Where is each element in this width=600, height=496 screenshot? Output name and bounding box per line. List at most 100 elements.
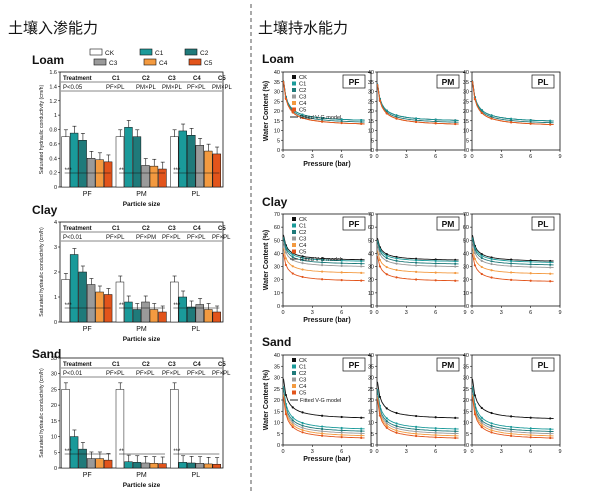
point-c3 bbox=[360, 432, 363, 435]
y-tick-label: 30 bbox=[368, 90, 374, 96]
point-c1 bbox=[415, 117, 418, 120]
point-c1 bbox=[434, 427, 437, 430]
sig-marker: *** bbox=[65, 168, 73, 174]
y-tick-label: 30 bbox=[463, 376, 469, 382]
point-c5 bbox=[473, 413, 477, 416]
point-c5 bbox=[340, 279, 343, 282]
point-c5 bbox=[321, 278, 324, 281]
point-c2 bbox=[549, 263, 552, 266]
table-header-cell: C4 bbox=[193, 226, 201, 232]
table-header-cell: C3 bbox=[168, 76, 176, 82]
point-c3 bbox=[480, 259, 483, 262]
y-tick-label: 10 bbox=[274, 291, 280, 297]
bar-pf-c5 bbox=[103, 161, 113, 188]
y-axis-label: Water Content (%) bbox=[263, 230, 270, 290]
x-tick-label: 9 bbox=[369, 310, 372, 316]
table-effect-cell: PM×PL bbox=[212, 85, 233, 91]
table-effect-cell: PF×PL bbox=[187, 85, 206, 91]
point-c2 bbox=[490, 115, 493, 119]
y-axis-label: Saturated hydraulic conductivity (cm/h) bbox=[39, 227, 45, 317]
point-c1 bbox=[434, 118, 437, 121]
point-c4 bbox=[490, 269, 493, 272]
curve-ck bbox=[283, 378, 365, 419]
point-c5 bbox=[549, 123, 552, 126]
point-c3 bbox=[480, 421, 483, 424]
y-tick-label: 35 bbox=[463, 364, 469, 370]
y-tick-label: 10 bbox=[274, 129, 280, 135]
point-c4 bbox=[529, 272, 532, 275]
x-group-label: PM bbox=[136, 326, 147, 333]
point-c1 bbox=[454, 260, 457, 263]
y-tick-label: 0 bbox=[277, 304, 280, 310]
point-c1 bbox=[395, 257, 398, 260]
x-tick-label: 3 bbox=[500, 154, 503, 160]
point-c1 bbox=[510, 259, 513, 263]
y-tick-label: 25 bbox=[368, 387, 374, 393]
point-c4 bbox=[321, 432, 324, 435]
point-c5 bbox=[529, 436, 532, 439]
point-c2 bbox=[291, 255, 294, 259]
point-c2 bbox=[301, 115, 304, 118]
point-c5 bbox=[395, 431, 398, 434]
legend-marker-c5 bbox=[292, 390, 296, 395]
y-tick-label: 15 bbox=[463, 119, 469, 125]
y-tick-label: 70 bbox=[368, 212, 374, 218]
point-c2 bbox=[360, 262, 363, 265]
point-c4 bbox=[321, 270, 324, 273]
point-c5 bbox=[434, 436, 437, 439]
point-c5 bbox=[510, 121, 513, 124]
curve-c3 bbox=[283, 242, 365, 267]
point-c1 bbox=[454, 119, 457, 122]
bar-pm-ck bbox=[115, 281, 125, 323]
legend-swatch-ck bbox=[89, 48, 103, 56]
panel-label-box bbox=[342, 357, 366, 372]
point-ck bbox=[529, 416, 532, 419]
legend-label-c2: C2 bbox=[299, 230, 306, 236]
point-c5 bbox=[434, 279, 437, 282]
point-ck bbox=[473, 394, 477, 397]
point-c2 bbox=[395, 115, 398, 119]
y-tick-label: 30 bbox=[274, 90, 280, 96]
y-tick-label: 5 bbox=[277, 138, 280, 144]
point-c1 bbox=[395, 422, 398, 425]
legend-marker-c5 bbox=[292, 107, 296, 112]
bar-pm-c4 bbox=[149, 165, 159, 188]
y-tick-label: 0 bbox=[54, 320, 57, 326]
bar-pm-c3 bbox=[141, 462, 150, 469]
panel-label: PF bbox=[349, 77, 360, 87]
bar-pf-c2 bbox=[78, 271, 87, 323]
point-c5 bbox=[360, 122, 363, 125]
bar-pl-c5 bbox=[212, 463, 221, 469]
x-tick-label: 3 bbox=[311, 449, 314, 455]
point-c5 bbox=[490, 431, 493, 434]
point-c5 bbox=[454, 122, 457, 126]
point-c2 bbox=[529, 120, 532, 124]
curve-c1 bbox=[472, 237, 554, 263]
x-group-label: PF bbox=[83, 472, 92, 479]
point-c2 bbox=[415, 428, 418, 431]
point-c2 bbox=[434, 262, 437, 265]
x-group-label: PL bbox=[192, 191, 201, 198]
y-tick-label: 5 bbox=[466, 138, 469, 144]
legend-label-c5: C5 bbox=[299, 391, 306, 397]
point-c4 bbox=[454, 271, 457, 275]
legend-marker-c3 bbox=[292, 236, 296, 241]
point-c4 bbox=[385, 424, 388, 427]
point-c3 bbox=[454, 432, 457, 435]
point-c5 bbox=[510, 278, 513, 281]
y-tick-label: 2 bbox=[54, 270, 57, 276]
curve-c2 bbox=[377, 241, 459, 265]
legend-swatch-c2 bbox=[184, 48, 198, 56]
curve-ck bbox=[283, 234, 365, 261]
y-tick-label: 35 bbox=[51, 356, 57, 362]
x-tick-label: 0 bbox=[375, 310, 378, 316]
point-c2 bbox=[385, 420, 388, 423]
point-c1 bbox=[480, 254, 483, 257]
table-header-cell: C5 bbox=[218, 226, 226, 232]
y-tick-label: 40 bbox=[274, 251, 280, 257]
sig-marker: *** bbox=[65, 449, 73, 455]
curve-c3 bbox=[377, 245, 459, 268]
point-c5 bbox=[378, 265, 382, 268]
bar-pl-c3 bbox=[195, 145, 204, 188]
